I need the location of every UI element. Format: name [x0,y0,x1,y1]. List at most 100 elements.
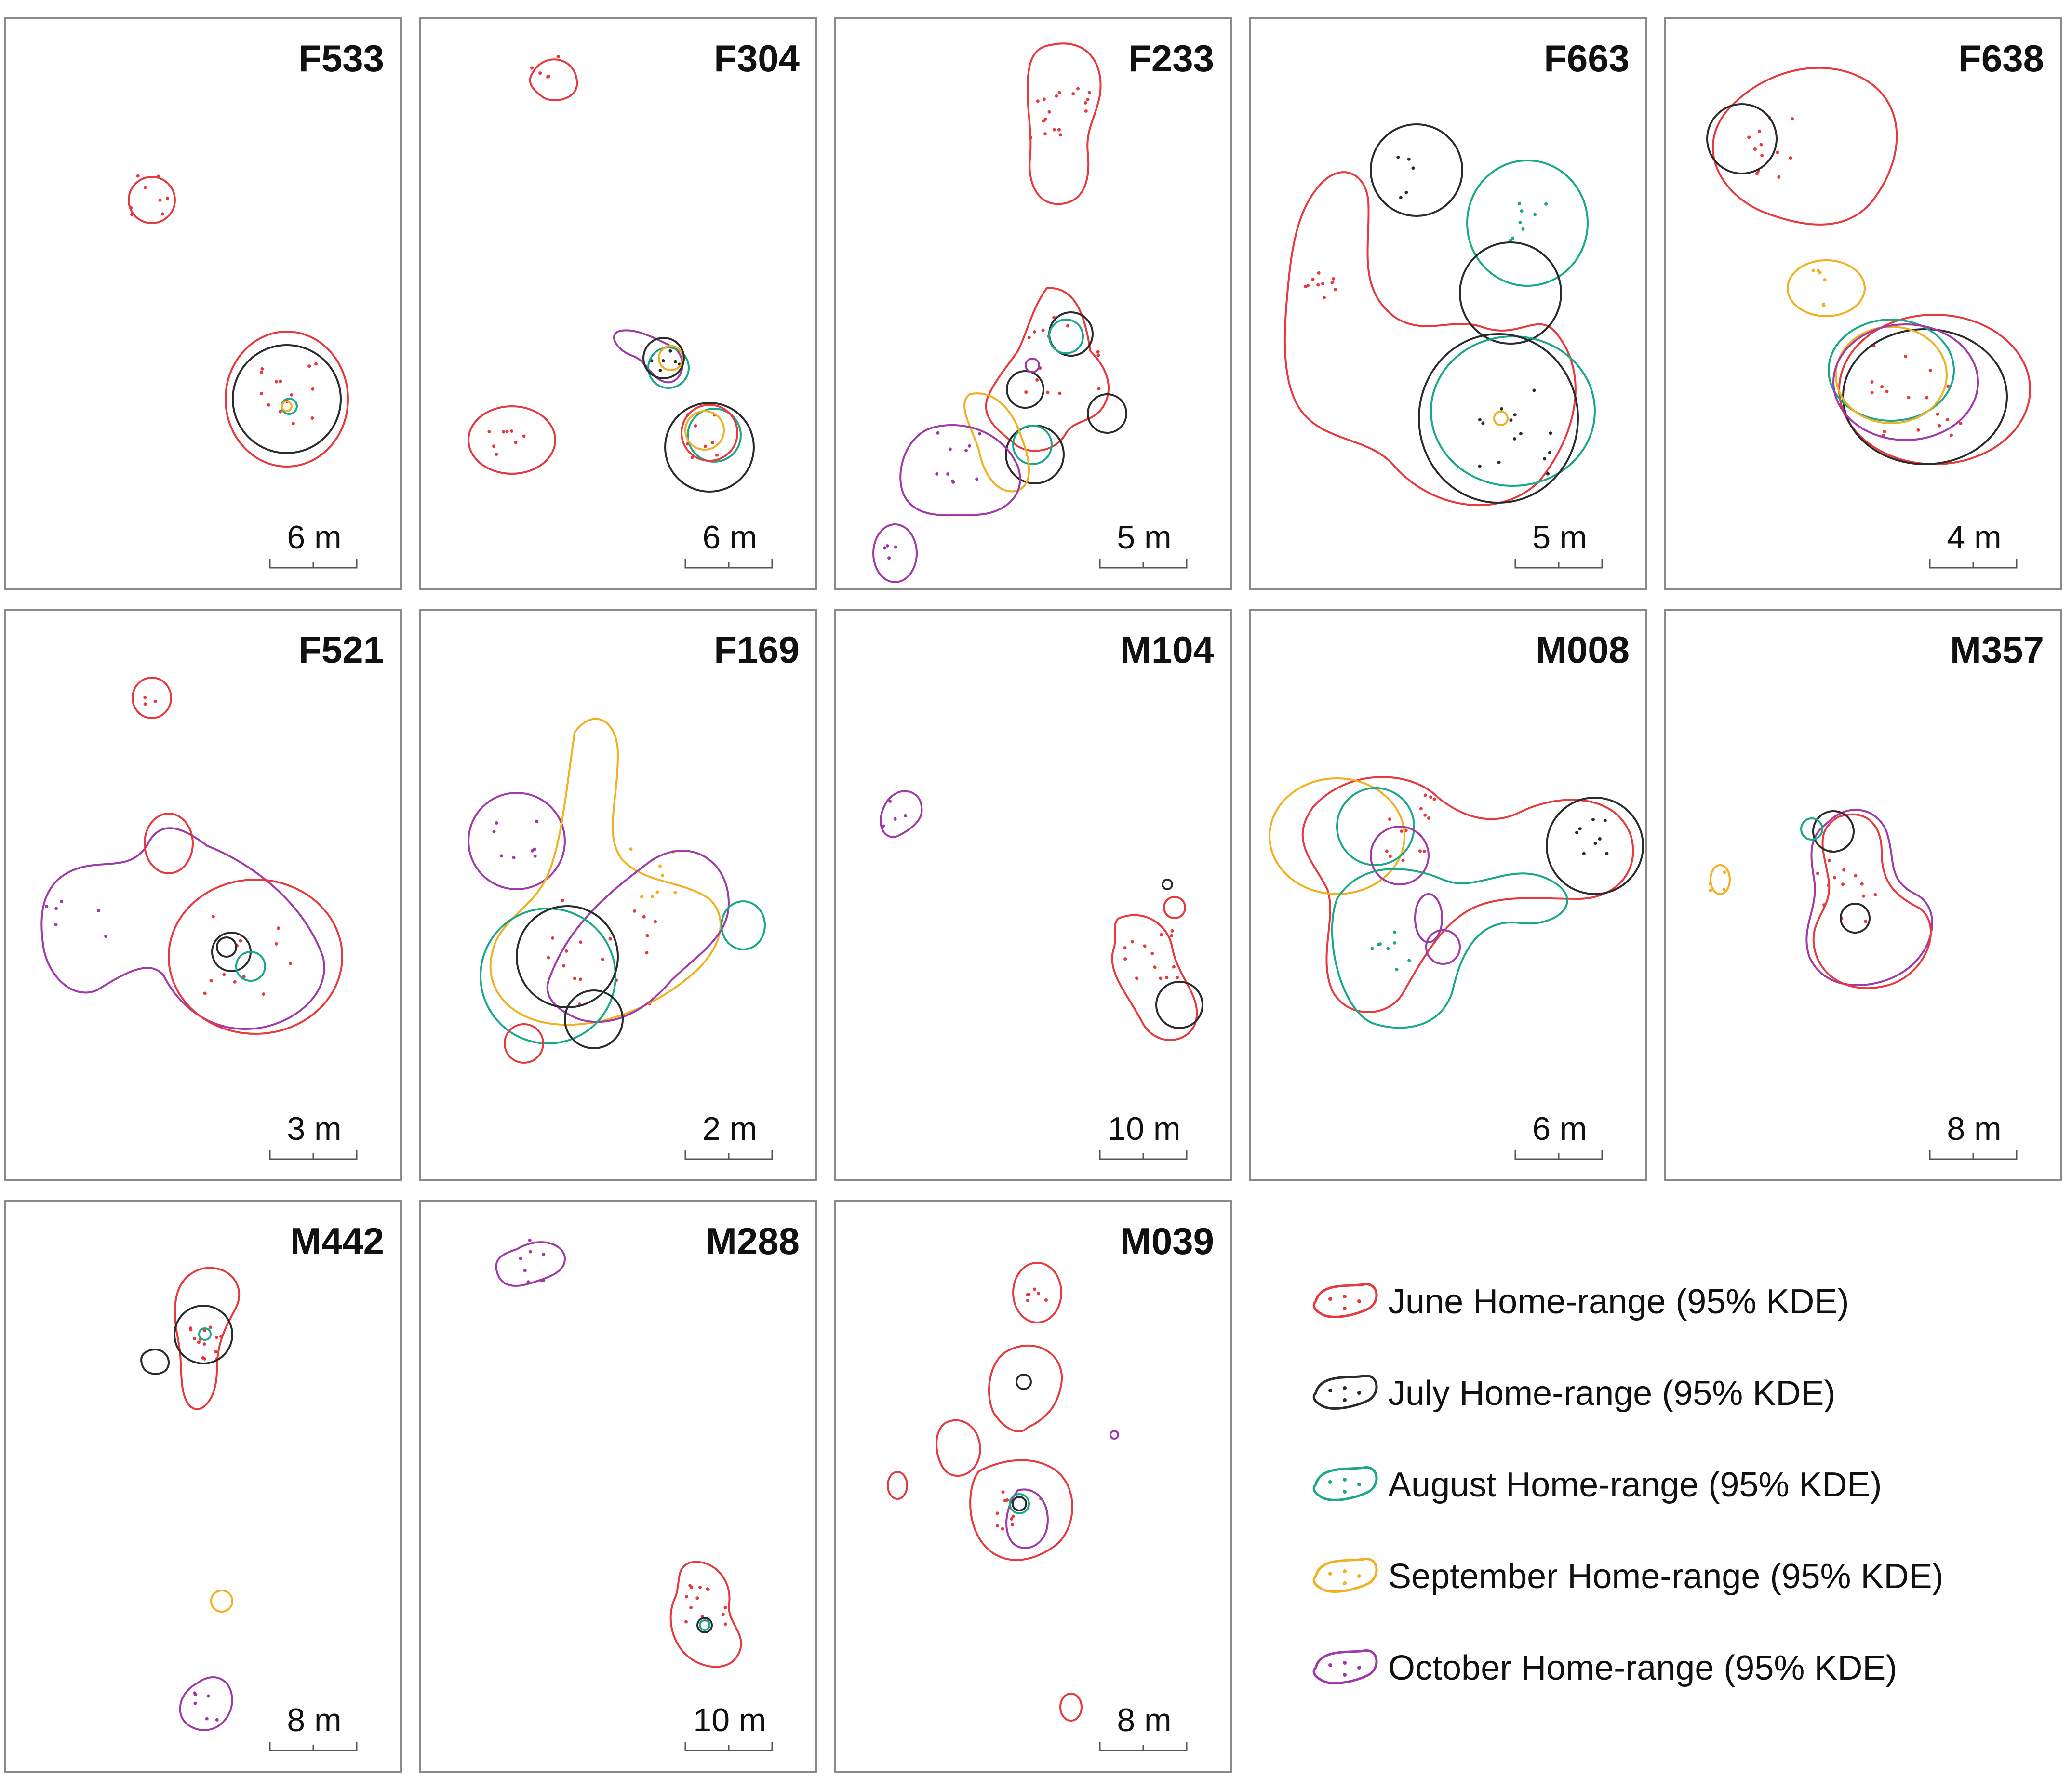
location-point [1519,432,1523,436]
location-point [487,430,491,434]
location-point [894,545,897,549]
location-point [723,1606,727,1610]
july-home-range-contour [1706,103,1778,174]
location-point [1001,1490,1005,1494]
july-home-range-contour [1016,1374,1032,1390]
scale-bar-line [684,1742,773,1751]
june-home-range-contour [225,331,349,468]
location-point [1593,842,1597,845]
location-point [1546,472,1550,476]
scale-bar-line [1099,1742,1188,1751]
location-point [1043,132,1047,136]
location-point [668,349,672,353]
location-point [1311,278,1315,281]
september-home-range-contour [489,718,722,1026]
august-home-range-contour [1048,319,1084,354]
panel-title: M039 [1120,1220,1214,1262]
location-point [136,174,140,178]
location-point [562,964,566,968]
legend-swatch-icon [1312,1375,1378,1410]
legend-swatch-dot [1328,1389,1332,1392]
location-point [1026,1298,1029,1302]
location-point [1037,1292,1041,1296]
scale-bar-line [269,559,358,569]
location-point [551,936,555,940]
location-point [512,855,516,859]
location-point [192,1337,196,1341]
location-point [1035,378,1039,382]
location-point [533,854,537,858]
october-home-range-contour [1110,1430,1119,1440]
location-point [1509,418,1513,422]
location-point [1087,91,1091,94]
location-point [499,854,503,858]
legend-label: August Home-range (95% KDE) [1388,1466,1882,1504]
location-point [1518,220,1522,224]
legend-entry: June Home-range (95% KDE) [1312,1283,1849,1321]
location-point [1520,209,1524,213]
location-point [995,1511,999,1515]
september-home-range-contour [1787,259,1866,317]
location-point [715,453,719,457]
july-home-range-contour [1155,981,1203,1029]
scale-label: 10 m [693,1702,766,1738]
legend-swatch-dot [1357,1574,1361,1578]
june-home-range-contour [1059,1693,1083,1722]
location-point [1603,818,1607,822]
location-point [522,434,526,438]
panel-f233: F233 5 m [834,17,1232,590]
location-point [211,915,215,919]
location-point [60,899,64,903]
location-point [1176,975,1179,979]
scale-bar: 4 m [1929,519,2018,569]
location-point [1052,128,1056,132]
july-home-range-contour [1546,797,1644,895]
location-point [1041,328,1045,332]
location-point [633,909,637,913]
panel-title: F638 [1958,37,2044,80]
july-home-range-contour [1162,879,1173,890]
location-point [1870,380,1874,384]
location-point [658,368,662,372]
panel-title: M442 [290,1220,384,1262]
location-point [201,1356,205,1360]
location-point [1027,335,1031,339]
location-point [311,387,315,391]
location-point [1481,421,1485,425]
june-home-range-contour [1283,171,1577,506]
scale-label: 5 m [1532,519,1587,556]
scale-label: 3 m [287,1110,341,1147]
location-point [104,935,108,938]
location-point [1011,1514,1015,1518]
location-point [1086,98,1090,102]
location-point [1411,166,1415,170]
location-point [307,364,311,368]
location-point [1760,154,1764,158]
panel-f304: F304 6 m [419,17,817,590]
location-point [54,922,58,926]
location-point [153,699,157,703]
october-home-range-contour [1832,323,1979,441]
june-home-range-contour [936,1419,981,1477]
legend-swatch-dot [1328,1663,1332,1667]
october-home-range-contour [1414,893,1443,943]
location-point [689,1606,693,1610]
location-point [1096,350,1100,354]
july-home-range-contour [696,1617,713,1633]
location-point [655,890,659,894]
legend-swatch-dot [1343,1478,1347,1482]
location-point [1791,117,1794,121]
location-point [1870,391,1874,395]
june-home-range-contour [988,1344,1063,1433]
location-point [276,926,280,930]
location-point [579,940,583,944]
location-point [1549,431,1552,435]
june-home-range-contour [1111,914,1198,1041]
july-home-range-contour [1012,1496,1027,1511]
location-point [492,444,496,448]
location-point [1033,1287,1037,1291]
june-home-range-contour [969,1459,1073,1561]
location-point [1332,277,1336,281]
location-point [1753,147,1757,151]
location-point [1083,101,1087,105]
